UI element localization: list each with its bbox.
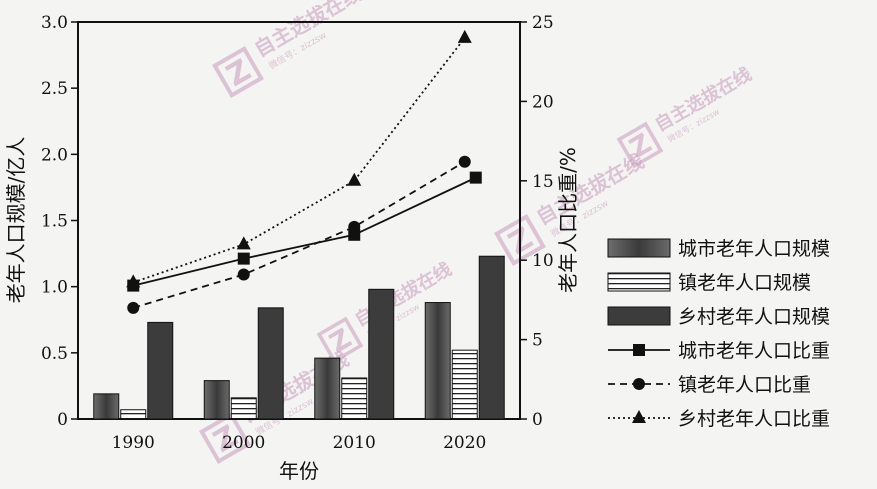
right-tick-label: 15: [532, 172, 554, 192]
point-marker: [347, 172, 362, 186]
watermark-logo-box: [494, 214, 546, 266]
left-tick-label: 2.0: [41, 145, 68, 165]
point-marker: [237, 268, 250, 281]
point-marker: [633, 378, 645, 390]
x-axis-title: 年份: [279, 459, 319, 483]
point-marker: [633, 344, 645, 356]
bar: [257, 307, 284, 420]
bar: [368, 288, 395, 420]
legend-label: 城市老年人口比重: [678, 340, 830, 362]
bar: [314, 357, 341, 420]
point-marker: [126, 274, 141, 288]
left-axis-title: 老年人口规模/亿人: [4, 137, 28, 304]
right-axis-title: 老年人口比重/%: [556, 147, 580, 293]
x-tick-label: 1990: [112, 433, 155, 453]
bar: [93, 393, 120, 420]
left-tick-label: 0: [57, 410, 68, 430]
legend-label: 镇老年人口比重: [678, 374, 811, 396]
point-marker: [236, 236, 251, 250]
bar: [424, 302, 451, 420]
right-axis: 0 5 10 15 20 25: [520, 13, 554, 430]
right-tick-label: 10: [532, 251, 554, 271]
watermark-logo-box: [199, 412, 251, 464]
left-tick-label: 1.5: [41, 212, 68, 232]
legend-swatch: [607, 306, 671, 326]
bar: [341, 377, 368, 420]
legend-label: 镇老年人口规模: [678, 272, 811, 294]
point-marker: [458, 155, 471, 168]
left-tick-label: 1.0: [41, 278, 68, 298]
watermark-brand: 自主选拔在线: [250, 0, 366, 62]
right-tick-label: 5: [532, 331, 543, 351]
point-marker: [348, 220, 361, 233]
point-marker: [632, 410, 646, 423]
right-tick-label: 25: [532, 13, 554, 33]
bar: [478, 255, 505, 420]
watermark-logo-box: [316, 316, 364, 364]
right-tick-label: 0: [532, 410, 543, 430]
legend: 城市老年人口规模镇老年人口规模乡村老年人口规模城市老年人口比重镇老年人口比重乡村…: [607, 238, 830, 430]
left-tick-label: 0.5: [41, 344, 68, 364]
bar-series-group: [93, 255, 505, 420]
series-line: [132, 37, 466, 284]
point-marker: [469, 171, 482, 184]
legend-label: 城市老年人口规模: [678, 238, 830, 260]
right-tick-label: 20: [532, 92, 554, 112]
legend-swatch: [607, 238, 671, 258]
left-axis: 0 0.5 1.0 1.5 2.0 2.5 3.0: [41, 13, 78, 430]
line-series-group: [126, 29, 482, 314]
bar: [203, 380, 230, 420]
x-tick-label: 2000: [222, 433, 265, 453]
legend-label: 乡村老年人口规模: [678, 306, 830, 328]
bar: [451, 349, 478, 420]
x-tick-label: 2020: [443, 433, 486, 453]
x-axis: 1990 2000 2010 2020: [112, 433, 487, 453]
legend-swatch: [607, 272, 671, 292]
bar: [120, 409, 147, 420]
left-tick-label: 2.5: [41, 79, 68, 99]
point-marker: [457, 29, 472, 43]
bar: [147, 321, 174, 420]
watermark-logo-box: [616, 121, 664, 169]
left-tick-label: 3.0: [41, 13, 68, 33]
legend-label: 乡村老年人口比重: [678, 408, 830, 430]
bar: [230, 397, 257, 420]
point-marker: [237, 252, 250, 265]
watermark-logo-box: [212, 46, 264, 98]
x-tick-label: 2010: [333, 433, 376, 453]
series-line: [133, 176, 477, 287]
point-marker: [127, 301, 140, 314]
